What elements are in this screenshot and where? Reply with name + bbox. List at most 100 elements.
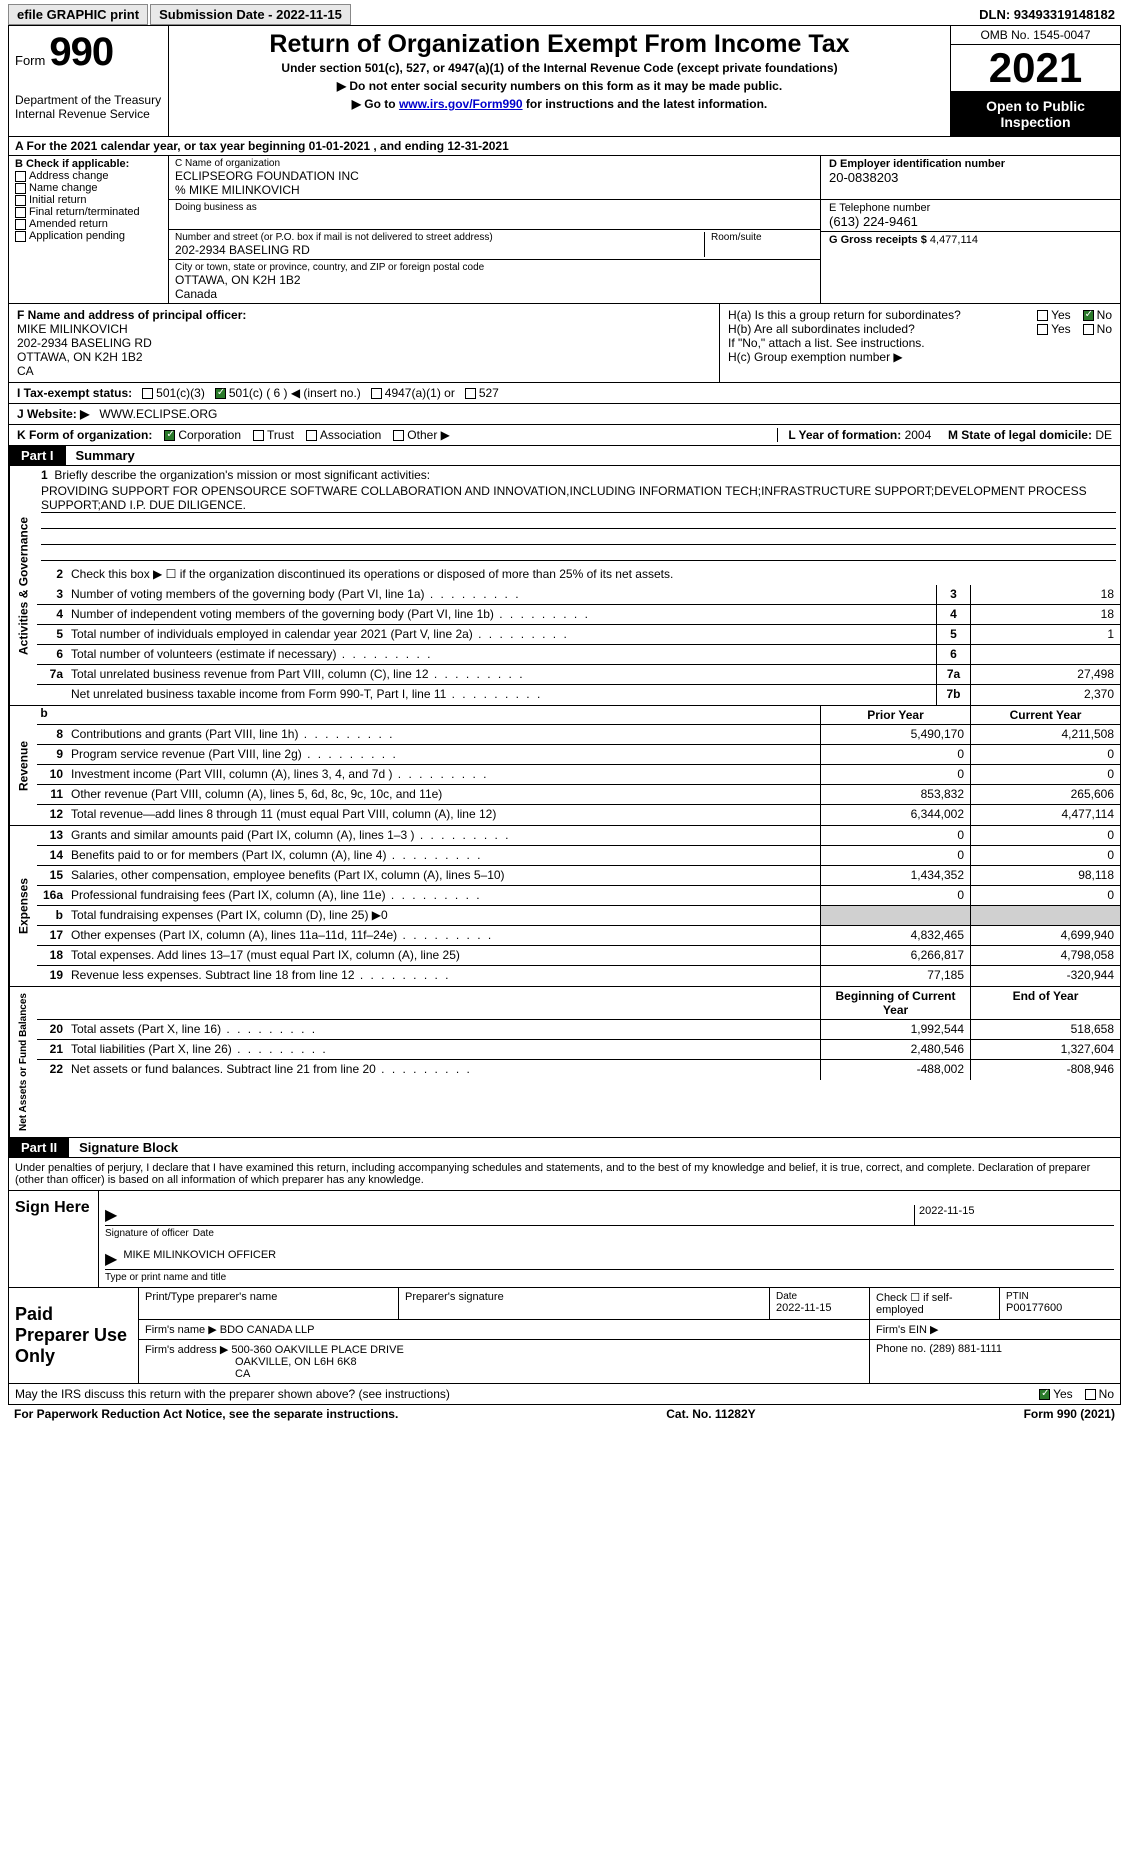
l22-desc: Net assets or fund balances. Subtract li… (67, 1060, 820, 1080)
l9-current: 0 (970, 745, 1120, 764)
chk-other[interactable] (393, 430, 404, 441)
top-toolbar: efile GRAPHIC print Submission Date - 20… (8, 4, 1121, 26)
efile-print-button[interactable]: efile GRAPHIC print (8, 4, 148, 25)
revenue-section: Revenue bPrior YearCurrent Year 8Contrib… (8, 706, 1121, 826)
sig-officer-label: Signature of officer (105, 1228, 189, 1239)
l3-desc: Number of voting members of the governin… (67, 585, 936, 604)
chk-address-change[interactable] (15, 171, 26, 182)
irs-link[interactable]: www.irs.gov/Form990 (399, 97, 523, 111)
chk-ha-no[interactable] (1083, 310, 1094, 321)
l10-desc: Investment income (Part VIII, column (A)… (67, 765, 820, 784)
l16b-shade2 (970, 906, 1120, 925)
l22-prior: -488,002 (820, 1060, 970, 1080)
firm-addr-label: Firm's address ▶ (145, 1344, 228, 1356)
vtab-net-assets: Net Assets or Fund Balances (9, 987, 37, 1137)
chk-amended-return[interactable] (15, 219, 26, 230)
l18-desc: Total expenses. Add lines 13–17 (must eq… (67, 946, 820, 965)
website-label: J Website: ▶ (17, 407, 89, 421)
l16b-shade1 (820, 906, 970, 925)
l12-prior: 6,344,002 (820, 805, 970, 825)
paid-preparer-row: Paid Preparer Use Only Print/Type prepar… (8, 1288, 1121, 1384)
chk-501c3[interactable] (142, 388, 153, 399)
country-value: Canada (175, 287, 814, 301)
chk-ha-yes[interactable] (1037, 310, 1048, 321)
room-label: Room/suite (711, 232, 814, 243)
eoy-head: End of Year (970, 987, 1120, 1019)
may-irs-discuss-row: May the IRS discuss this return with the… (8, 1384, 1121, 1405)
chk-initial-return[interactable] (15, 195, 26, 206)
chk-4947a1[interactable] (371, 388, 382, 399)
firm-ein-label: Firm's EIN ▶ (870, 1320, 1120, 1339)
l15-prior: 1,434,352 (820, 866, 970, 885)
chk-hb-no[interactable] (1083, 324, 1094, 335)
form-title-block: Return of Organization Exempt From Incom… (169, 26, 950, 136)
expenses-section: Expenses 13Grants and similar amounts pa… (8, 826, 1121, 987)
vtab-activities: Activities & Governance (9, 466, 37, 705)
l13-current: 0 (970, 826, 1120, 845)
part-ii-bar: Part II Signature Block (8, 1138, 1121, 1158)
l8-desc: Contributions and grants (Part VIII, lin… (67, 725, 820, 744)
firm-addr1: 500-360 OAKVILLE PLACE DRIVE (231, 1344, 403, 1356)
chk-association[interactable] (306, 430, 317, 441)
chk-may-yes[interactable] (1039, 1389, 1050, 1400)
tax-year: 2021 (951, 45, 1120, 92)
l21-current: 1,327,604 (970, 1040, 1120, 1059)
l6-value (970, 645, 1120, 664)
activities-governance-section: Activities & Governance 1 Briefly descri… (8, 466, 1121, 706)
l2-desc: Check this box ▶ ☐ if the organization d… (67, 565, 1120, 585)
ptin-label: PTIN (1006, 1291, 1114, 1302)
l16a-prior: 0 (820, 886, 970, 905)
org-name-label: C Name of organization (175, 158, 814, 169)
hc-label: H(c) Group exemption number ▶ (728, 350, 1112, 364)
hb-label: H(b) Are all subordinates included? (728, 322, 915, 336)
chk-application-pending[interactable] (15, 231, 26, 242)
l14-desc: Benefits paid to or for members (Part IX… (67, 846, 820, 865)
current-year-head: Current Year (970, 706, 1120, 724)
chk-trust[interactable] (253, 430, 264, 441)
prior-year-head: Prior Year (820, 706, 970, 724)
org-care-of: % MIKE MILINKOVICH (175, 183, 814, 197)
l7b-desc: Net unrelated business taxable income fr… (67, 685, 936, 705)
open-to-public-badge: Open to Public Inspection (951, 92, 1120, 136)
prep-date: 2022-11-15 (776, 1302, 863, 1314)
officer-country: CA (17, 364, 711, 378)
firm-name-label: Firm's name ▶ (145, 1324, 217, 1336)
tel-value: (613) 224-9461 (829, 214, 1112, 229)
l11-desc: Other revenue (Part VIII, column (A), li… (67, 785, 820, 804)
street-value: 202-2934 BASELING RD (175, 243, 704, 257)
chk-501c[interactable] (215, 388, 226, 399)
l19-current: -320,944 (970, 966, 1120, 986)
l10-current: 0 (970, 765, 1120, 784)
tel-label: E Telephone number (829, 202, 1112, 214)
form-word: Form (15, 53, 45, 68)
l22-current: -808,946 (970, 1060, 1120, 1080)
chk-corporation[interactable] (164, 430, 175, 441)
l3-value: 18 (970, 585, 1120, 604)
l13-desc: Grants and similar amounts paid (Part IX… (67, 826, 820, 845)
chk-final-return[interactable] (15, 207, 26, 218)
chk-may-no[interactable] (1085, 1389, 1096, 1400)
l12-desc: Total revenue—add lines 8 through 11 (mu… (67, 805, 820, 825)
chk-527[interactable] (465, 388, 476, 399)
pra-notice: For Paperwork Reduction Act Notice, see … (14, 1407, 398, 1421)
l10-prior: 0 (820, 765, 970, 784)
officer-street: 202-2934 BASELING RD (17, 336, 711, 350)
website-value: WWW.ECLIPSE.ORG (99, 407, 217, 421)
firm-name: BDO CANADA LLP (220, 1324, 315, 1336)
street-label: Number and street (or P.O. box if mail i… (175, 232, 704, 243)
prep-sig-label: Preparer's signature (399, 1288, 770, 1319)
chk-hb-yes[interactable] (1037, 324, 1048, 335)
l1-label: Briefly describe the organization's miss… (54, 468, 430, 482)
l8-prior: 5,490,170 (820, 725, 970, 744)
part-i-bar: Part I Summary (8, 446, 1121, 466)
l20-prior: 1,992,544 (820, 1020, 970, 1039)
l17-desc: Other expenses (Part IX, column (A), lin… (67, 926, 820, 945)
m-value: DE (1095, 428, 1112, 442)
l21-prior: 2,480,546 (820, 1040, 970, 1059)
l9-prior: 0 (820, 745, 970, 764)
l4-desc: Number of independent voting members of … (67, 605, 936, 624)
form-number: 990 (49, 30, 113, 75)
dept-label: Department of the Treasury (15, 93, 162, 107)
chk-name-change[interactable] (15, 183, 26, 194)
hb-note: If "No," attach a list. See instructions… (728, 336, 1112, 350)
